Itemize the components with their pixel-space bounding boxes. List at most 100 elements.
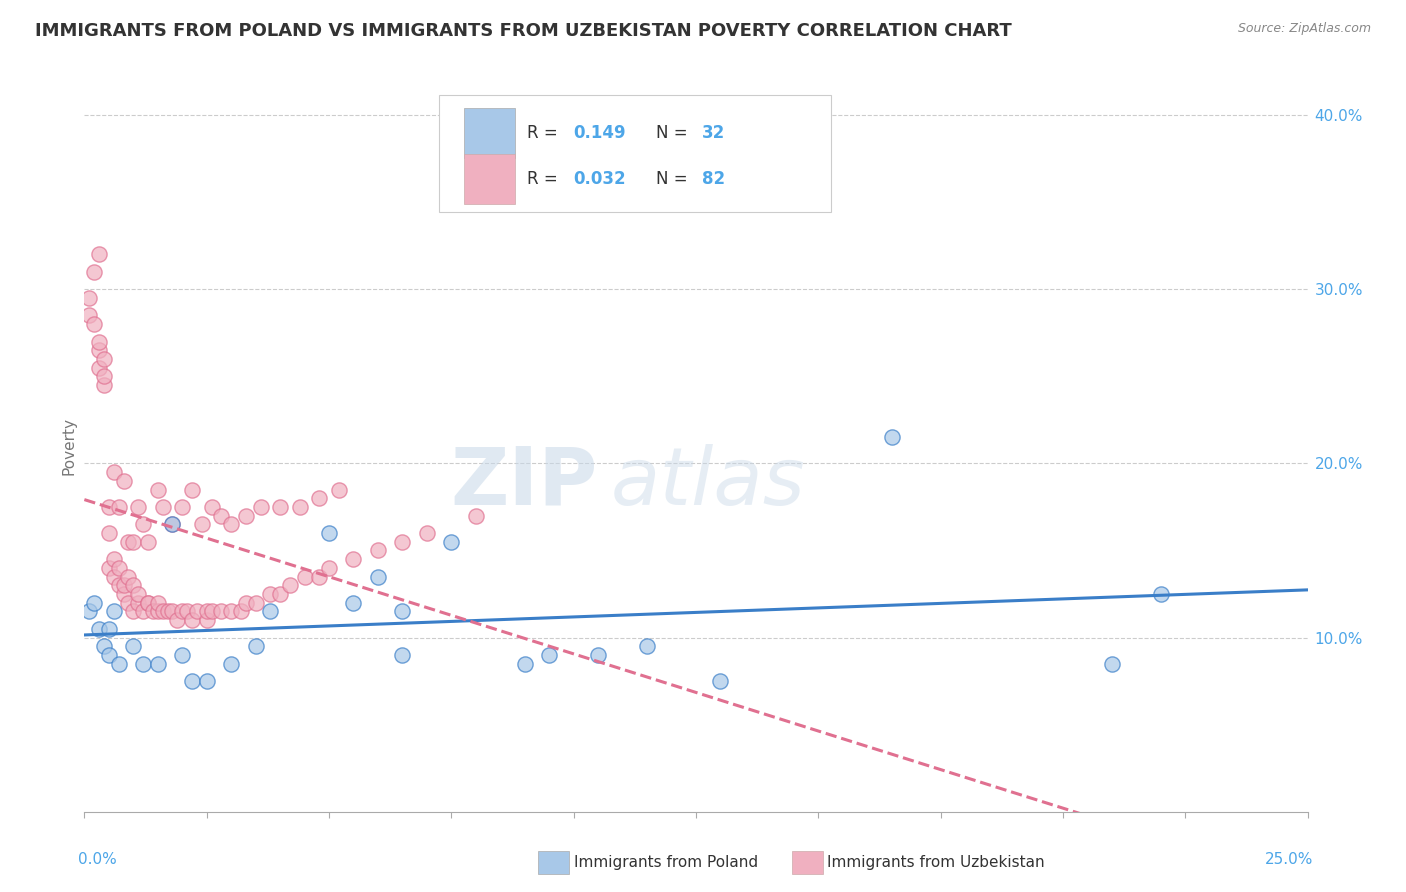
Point	[103, 552, 125, 566]
Text: 82: 82	[702, 170, 725, 188]
Text: 25.0%: 25.0%	[1265, 852, 1313, 867]
Point	[181, 674, 204, 689]
Point	[162, 517, 184, 532]
Point	[259, 587, 281, 601]
Text: ZIP: ZIP	[451, 443, 598, 522]
Point	[709, 674, 731, 689]
Point	[229, 604, 252, 618]
Point	[209, 508, 232, 523]
Point	[391, 534, 413, 549]
Point	[136, 534, 159, 549]
Point	[122, 534, 145, 549]
Point	[538, 648, 561, 662]
Point	[103, 569, 125, 583]
Point	[146, 657, 169, 671]
Point	[103, 604, 125, 618]
Point	[318, 526, 340, 541]
Text: N =: N =	[655, 124, 693, 142]
Point	[97, 526, 120, 541]
Point	[122, 640, 145, 654]
Point	[97, 561, 120, 575]
Point	[464, 508, 486, 523]
Point	[391, 604, 413, 618]
Text: N =: N =	[655, 170, 693, 188]
Point	[107, 561, 129, 575]
Text: R =: R =	[527, 170, 564, 188]
Point	[112, 578, 135, 592]
Point	[172, 648, 194, 662]
Point	[219, 604, 242, 618]
Point	[152, 604, 174, 618]
Point	[269, 500, 291, 514]
Point	[132, 604, 155, 618]
Point	[513, 657, 536, 671]
Point	[87, 360, 110, 375]
Point	[166, 613, 188, 627]
Point	[77, 604, 100, 618]
Point	[342, 552, 364, 566]
Point	[103, 465, 125, 479]
Point	[195, 674, 218, 689]
Point	[146, 596, 169, 610]
Point	[186, 604, 208, 618]
Point	[136, 596, 159, 610]
Point	[107, 657, 129, 671]
Point	[308, 569, 330, 583]
Point	[117, 569, 139, 583]
Point	[146, 483, 169, 497]
Text: 32: 32	[702, 124, 725, 142]
Point	[200, 500, 222, 514]
Point	[181, 483, 204, 497]
Point	[294, 569, 316, 583]
Point	[318, 561, 340, 575]
Point	[195, 604, 218, 618]
Point	[132, 517, 155, 532]
Point	[259, 604, 281, 618]
Point	[1150, 587, 1173, 601]
Point	[176, 604, 198, 618]
Text: 0.0%: 0.0%	[79, 852, 117, 867]
Point	[235, 508, 257, 523]
Point	[83, 596, 105, 610]
Text: IMMIGRANTS FROM POLAND VS IMMIGRANTS FROM UZBEKISTAN POVERTY CORRELATION CHART: IMMIGRANTS FROM POLAND VS IMMIGRANTS FRO…	[35, 22, 1012, 40]
Y-axis label: Poverty: Poverty	[60, 417, 76, 475]
Point	[77, 309, 100, 323]
Point	[288, 500, 311, 514]
Point	[87, 247, 110, 261]
Point	[132, 657, 155, 671]
Text: 0.032: 0.032	[574, 170, 626, 188]
Text: R =: R =	[527, 124, 564, 142]
Point	[87, 622, 110, 636]
Point	[97, 500, 120, 514]
Point	[278, 578, 301, 592]
FancyBboxPatch shape	[464, 108, 515, 158]
Point	[219, 657, 242, 671]
Point	[156, 604, 179, 618]
Text: 0.149: 0.149	[574, 124, 626, 142]
FancyBboxPatch shape	[464, 153, 515, 204]
Text: Immigrants from Uzbekistan: Immigrants from Uzbekistan	[827, 855, 1045, 870]
Point	[249, 500, 271, 514]
Point	[107, 578, 129, 592]
Point	[97, 648, 120, 662]
Point	[172, 500, 194, 514]
Point	[142, 604, 165, 618]
Point	[181, 613, 204, 627]
Point	[127, 596, 149, 610]
Point	[136, 596, 159, 610]
Point	[195, 613, 218, 627]
Point	[97, 622, 120, 636]
Point	[200, 604, 222, 618]
Point	[219, 517, 242, 532]
Point	[391, 648, 413, 662]
Point	[636, 640, 658, 654]
Point	[342, 596, 364, 610]
Text: Immigrants from Poland: Immigrants from Poland	[574, 855, 758, 870]
Point	[117, 534, 139, 549]
Point	[122, 578, 145, 592]
Point	[328, 483, 350, 497]
Point	[245, 640, 267, 654]
Point	[416, 526, 439, 541]
Point	[93, 378, 115, 392]
Point	[122, 604, 145, 618]
